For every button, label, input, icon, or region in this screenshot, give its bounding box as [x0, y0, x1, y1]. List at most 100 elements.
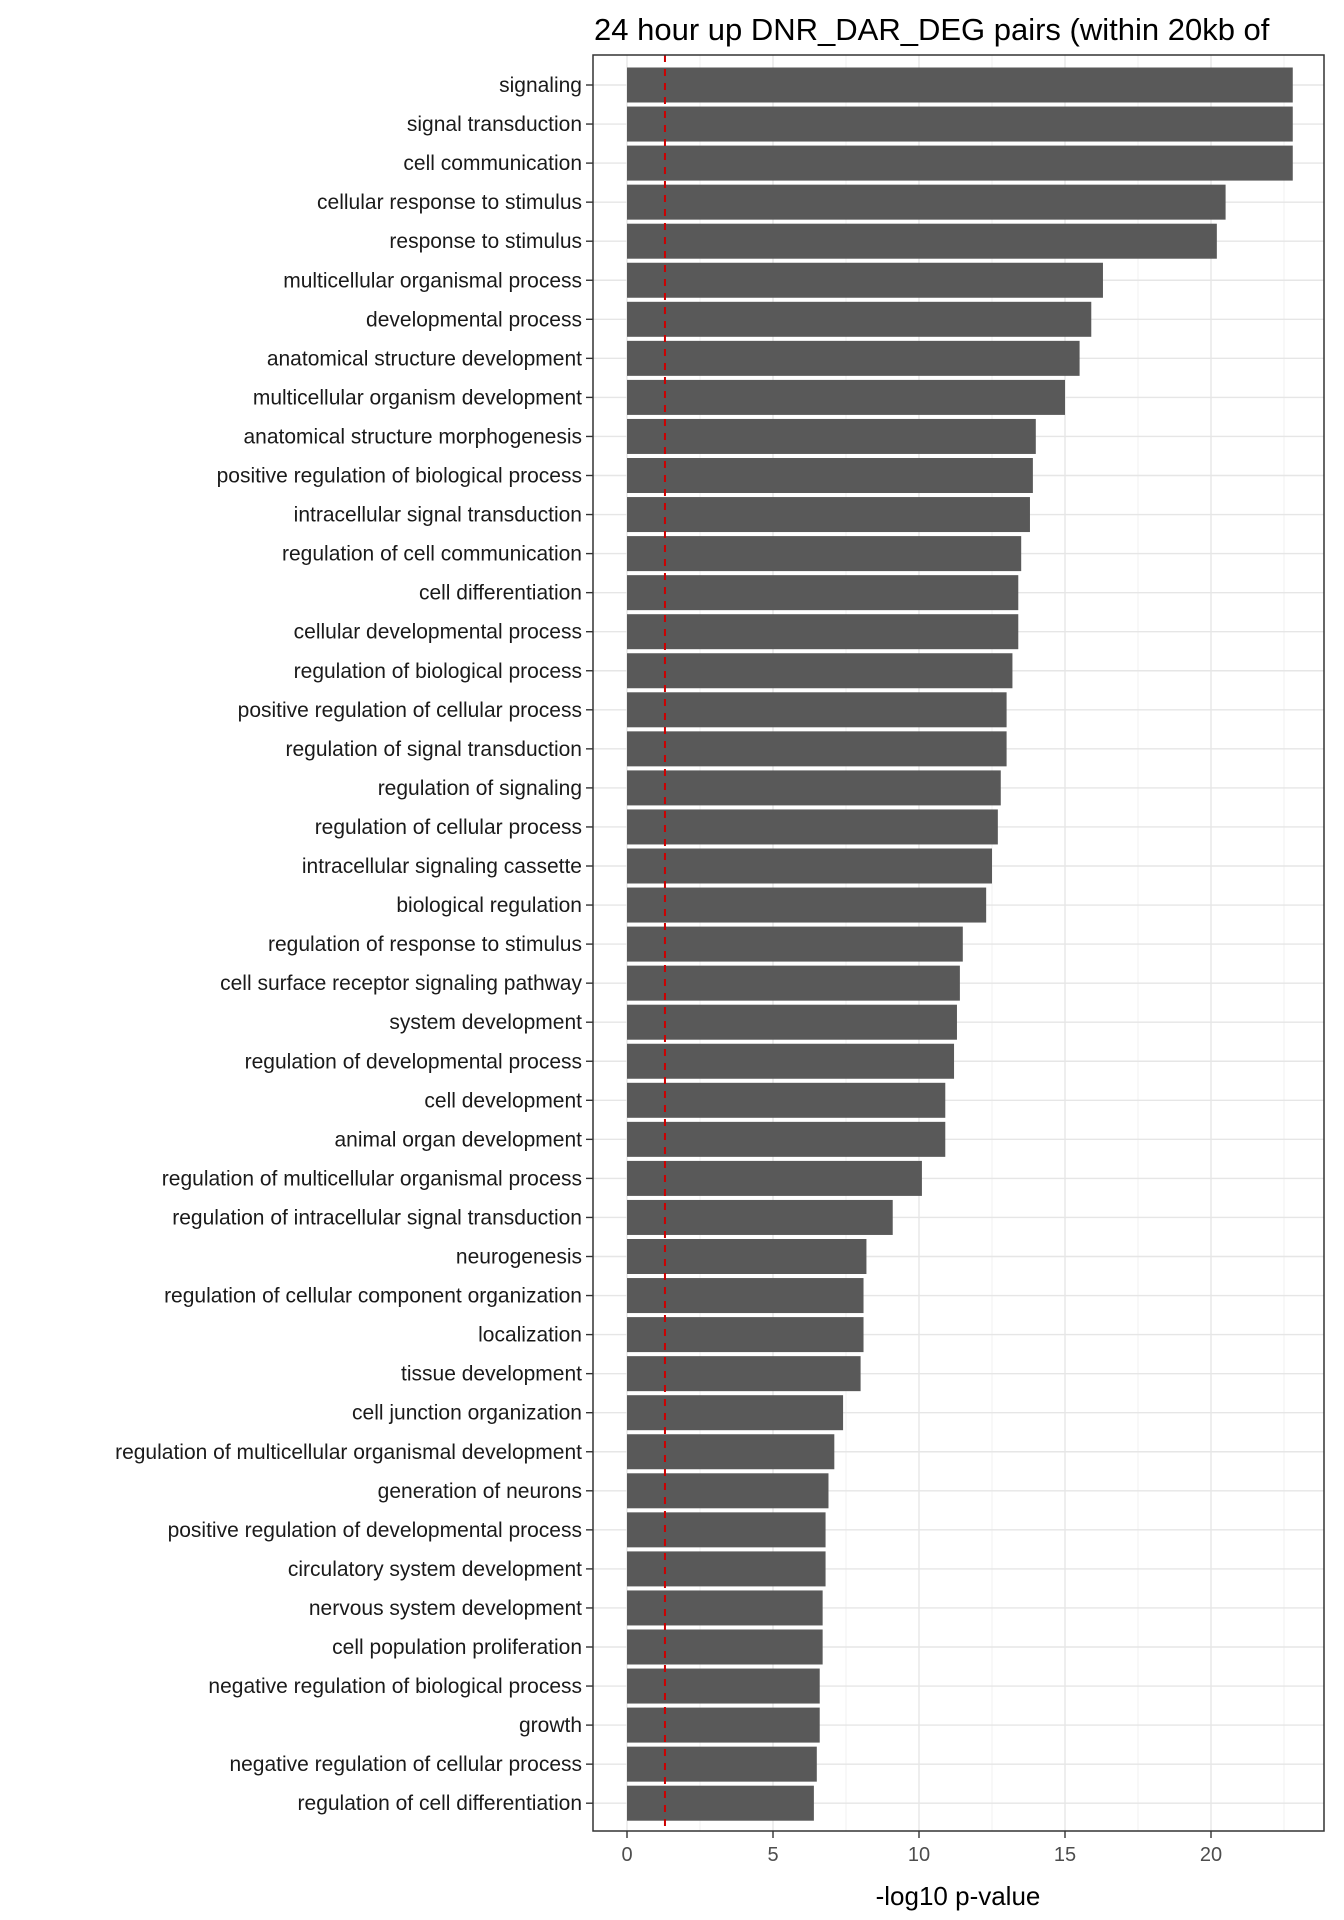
category-label: regulation of multicellular organismal d…	[115, 1441, 582, 1464]
bar	[627, 965, 960, 1001]
category-label: developmental process	[366, 308, 582, 331]
category-label: positive regulation of biological proces…	[217, 465, 582, 488]
category-label: regulation of signaling	[378, 777, 582, 800]
category-label: signaling	[499, 74, 582, 97]
bar	[627, 1395, 844, 1431]
bar	[627, 1278, 864, 1314]
category-label: system development	[389, 1011, 582, 1034]
bar	[627, 692, 1007, 728]
bar	[627, 379, 1065, 415]
bar	[627, 848, 992, 884]
category-label: regulation of cell differentiation	[298, 1792, 582, 1815]
category-label: anatomical structure morphogenesis	[243, 425, 582, 448]
bar	[627, 497, 1030, 533]
category-label: cellular response to stimulus	[317, 191, 582, 214]
bar	[627, 418, 1036, 454]
bar	[627, 1317, 864, 1353]
category-label: negative regulation of biological proces…	[208, 1675, 582, 1698]
category-label: regulation of signal transduction	[285, 738, 582, 761]
category-label: response to stimulus	[389, 230, 582, 253]
bar	[627, 1356, 861, 1392]
bar	[627, 536, 1022, 572]
category-label: intracellular signaling cassette	[302, 855, 582, 878]
bar	[627, 67, 1293, 103]
x-tick-label: 20	[1200, 1844, 1222, 1866]
category-label: nervous system development	[309, 1597, 582, 1620]
bar	[627, 1434, 835, 1470]
bar	[627, 614, 1019, 650]
category-label: regulation of intracellular signal trans…	[172, 1206, 582, 1229]
category-label: regulation of response to stimulus	[268, 933, 582, 956]
category-label: cell communication	[403, 152, 582, 175]
bar	[627, 223, 1217, 259]
bar	[627, 145, 1293, 181]
x-axis-label: -log10 p-value	[876, 1881, 1041, 1911]
category-label: localization	[478, 1324, 582, 1347]
x-tick-label: 0	[621, 1844, 632, 1866]
bar	[627, 1043, 955, 1079]
bar	[627, 1551, 826, 1587]
x-tick-label: 15	[1054, 1844, 1076, 1866]
category-label: regulation of multicellular organismal p…	[162, 1167, 582, 1190]
bar	[627, 1004, 957, 1040]
category-label: biological regulation	[396, 894, 582, 917]
bar	[627, 1785, 814, 1821]
bar	[627, 1239, 867, 1274]
bar	[627, 1590, 823, 1626]
x-axis-ticks: 0 5 10 15 20	[621, 1831, 1222, 1866]
category-label: cell development	[424, 1089, 582, 1112]
bar	[627, 262, 1103, 298]
bar	[627, 106, 1293, 142]
bar	[627, 1707, 820, 1743]
x-tick-label: 10	[908, 1844, 930, 1866]
category-label: regulation of developmental process	[245, 1050, 582, 1073]
category-label: intracellular signal transduction	[294, 504, 582, 527]
category-label: cellular developmental process	[294, 621, 582, 644]
category-label: positive regulation of cellular process	[238, 699, 582, 722]
category-label: generation of neurons	[378, 1480, 582, 1503]
category-label: cell population proliferation	[332, 1636, 582, 1659]
category-label: regulation of cellular process	[315, 816, 582, 839]
bar	[627, 1473, 829, 1509]
bar	[627, 1121, 946, 1157]
category-label: growth	[519, 1714, 582, 1737]
category-label: signal transduction	[407, 113, 582, 136]
bars-group	[627, 67, 1293, 1821]
bar	[627, 184, 1226, 220]
bar	[627, 731, 1007, 767]
bar	[627, 1629, 823, 1665]
chart-title: 24 hour up DNR_DAR_DEG pairs (within 20k…	[594, 12, 1270, 47]
category-label: neurogenesis	[456, 1246, 582, 1269]
plot-panel-border	[592, 54, 1325, 1832]
bar	[627, 887, 987, 923]
category-label: tissue development	[401, 1363, 582, 1386]
bar	[627, 340, 1080, 376]
category-label: regulation of cellular component organiz…	[164, 1285, 582, 1308]
category-label: positive regulation of developmental pro…	[168, 1519, 582, 1542]
bar	[627, 1199, 893, 1235]
bar	[627, 926, 963, 962]
bar	[627, 1746, 817, 1782]
category-label: regulation of biological process	[294, 660, 582, 683]
category-label: cell differentiation	[419, 582, 582, 605]
category-label: anatomical structure development	[267, 347, 582, 370]
category-label: circulatory system development	[288, 1558, 582, 1581]
category-label: cell surface receptor signaling pathway	[220, 972, 582, 995]
bar	[627, 1082, 946, 1118]
bar	[627, 809, 998, 845]
bar	[627, 458, 1033, 493]
category-label: animal organ development	[335, 1128, 583, 1151]
category-label: multicellular organism development	[253, 386, 582, 409]
bar	[627, 301, 1092, 337]
bar	[627, 770, 1001, 806]
bar	[627, 1512, 826, 1548]
bar	[627, 1160, 922, 1196]
x-tick-label: 5	[767, 1844, 778, 1866]
category-label: negative regulation of cellular process	[229, 1753, 582, 1776]
bar	[627, 1668, 820, 1704]
bar	[627, 575, 1019, 611]
category-label: cell junction organization	[352, 1402, 582, 1425]
category-label: regulation of cell communication	[282, 543, 582, 566]
category-labels: signaling signal transduction cell communi…	[115, 74, 593, 1815]
